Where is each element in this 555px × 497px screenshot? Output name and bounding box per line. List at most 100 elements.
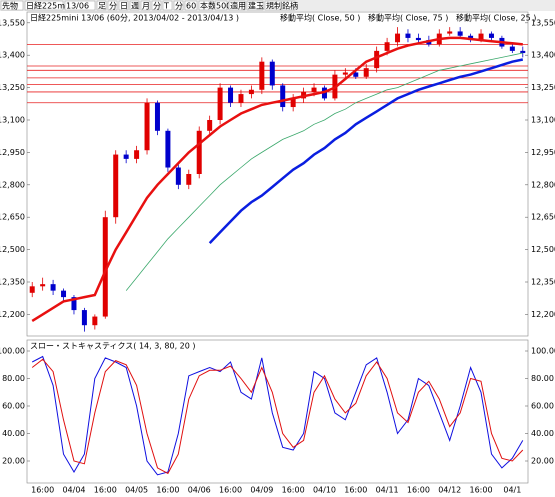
toolbar-button[interactable] (184, 0, 198, 11)
y-tick-label: 13,250 (0, 83, 25, 92)
candle-body (228, 87, 234, 103)
toolbar-button[interactable] (140, 0, 151, 11)
y-tick-label-right: 13,250 (531, 83, 555, 92)
candle-body (113, 154, 119, 218)
x-tick-label: 04/1 (503, 486, 521, 495)
x-tick-label: 04/06 (188, 486, 211, 495)
legend-label: 移動平均( Close, 50 ) (280, 13, 360, 23)
toolbar-button[interactable] (151, 0, 162, 11)
x-tick-label: 04/12 (438, 486, 461, 495)
candle-body (196, 130, 202, 174)
legend-label: 移動平均( Close, 75 ) (368, 13, 448, 23)
candle-body (280, 85, 286, 108)
toolbar-label: 分 (109, 2, 117, 11)
candle-body (144, 102, 150, 151)
candle-body (290, 98, 296, 108)
candle-body (311, 87, 317, 92)
candle-body (92, 316, 98, 326)
toolbar-button[interactable] (198, 0, 214, 11)
toolbar-label: 日 (120, 2, 128, 11)
candle-body (81, 310, 87, 326)
toolbar-button[interactable] (96, 0, 107, 11)
candle-body (154, 102, 160, 131)
toolbar-label: 分 (153, 2, 161, 11)
candle-body (259, 61, 265, 90)
line-series (31, 355, 524, 476)
candle-body (384, 42, 390, 51)
y-tick-label: 20.00 (2, 457, 25, 466)
y-tick-label-right: 12,950 (531, 148, 555, 157)
candle-body (520, 50, 526, 54)
toolbar-label: 先物 (2, 1, 18, 11)
toolbar-label: 週 (131, 2, 139, 11)
candle-body (40, 284, 46, 287)
candle-body (353, 72, 359, 77)
y-tick-label: 80.00 (2, 374, 25, 383)
x-tick-label: 16:00 (282, 486, 305, 495)
toolbar-button[interactable] (162, 0, 173, 11)
line-series (208, 58, 524, 244)
candle-body (61, 290, 67, 298)
y-tick-label: 40.00 (2, 429, 25, 438)
candle-body (509, 46, 515, 51)
line-series (31, 358, 524, 475)
y-tick-label: 60.00 (2, 402, 25, 411)
y-tick-label-right: 40.00 (531, 429, 554, 438)
candle-body (29, 286, 35, 293)
candle-body (374, 50, 380, 69)
y-tick-label: 12,950 (0, 148, 25, 157)
y-tick-label: 12,350 (0, 278, 25, 287)
toolbar-label: 適用 (230, 1, 246, 11)
toolbar-label: 規制銘柄 (266, 1, 298, 11)
toolbar-label: T (163, 2, 169, 11)
candle-body (415, 37, 421, 41)
main-panel (26, 11, 529, 337)
toolbar-button[interactable] (24, 0, 64, 11)
toolbar-button[interactable] (214, 0, 228, 11)
y-tick-label-right: 12,350 (531, 278, 555, 287)
toolbar-button[interactable] (129, 0, 140, 11)
candle-body (395, 33, 401, 43)
stoch-title: スロー・ストキャスティクス( 14, 3, 80, 20 ) (30, 342, 196, 351)
candle-body (207, 120, 213, 131)
toolbar-button[interactable] (107, 0, 118, 11)
y-tick-label: 12,800 (0, 180, 25, 189)
y-tick-label-right: 13,100 (531, 116, 555, 125)
y-tick-label-right: 12,650 (531, 213, 555, 222)
toolbar-button[interactable] (118, 0, 129, 11)
toolbar-label: 13/06 (66, 2, 89, 11)
candle-body (447, 31, 453, 34)
toolbar-button[interactable] (264, 0, 296, 11)
y-tick-label-right: 12,500 (531, 245, 555, 254)
x-tick-label: 16:00 (344, 486, 367, 495)
toolbar-label: 日経225mini (26, 1, 75, 11)
toolbar-button[interactable] (64, 0, 96, 11)
y-tick-label-right: 13,400 (531, 51, 555, 60)
y-tick-label: 12,500 (0, 245, 25, 254)
stoch-panel (26, 339, 529, 484)
candle-body (363, 68, 369, 77)
candle-body (488, 33, 494, 38)
y-tick-label: 13,400 (0, 51, 25, 60)
candle-body (457, 31, 463, 36)
y-tick-label-right: 100.00 (531, 347, 555, 356)
x-tick-label: 16:00 (156, 486, 179, 495)
candle-body (123, 154, 129, 159)
toolbar-button[interactable] (173, 0, 184, 11)
candle-body (405, 33, 411, 38)
y-tick-label-right: 60.00 (531, 402, 554, 411)
x-tick-label: 04/04 (62, 486, 85, 495)
toolbar-label: 本数 (200, 1, 216, 11)
x-tick-label: 04/05 (125, 486, 148, 495)
toolbar-button[interactable] (246, 0, 264, 11)
toolbar-button[interactable] (0, 0, 24, 11)
candle-body (134, 150, 140, 159)
candle-body (269, 61, 275, 86)
toolbar-label: 月 (142, 2, 150, 11)
toolbar-button[interactable] (228, 0, 246, 11)
toolbar-label: 建玉 (248, 1, 264, 11)
candle-body (342, 72, 348, 75)
x-tick-label: 16:00 (31, 486, 54, 495)
candle-body (217, 87, 223, 120)
y-tick-label: 13,100 (0, 116, 25, 125)
